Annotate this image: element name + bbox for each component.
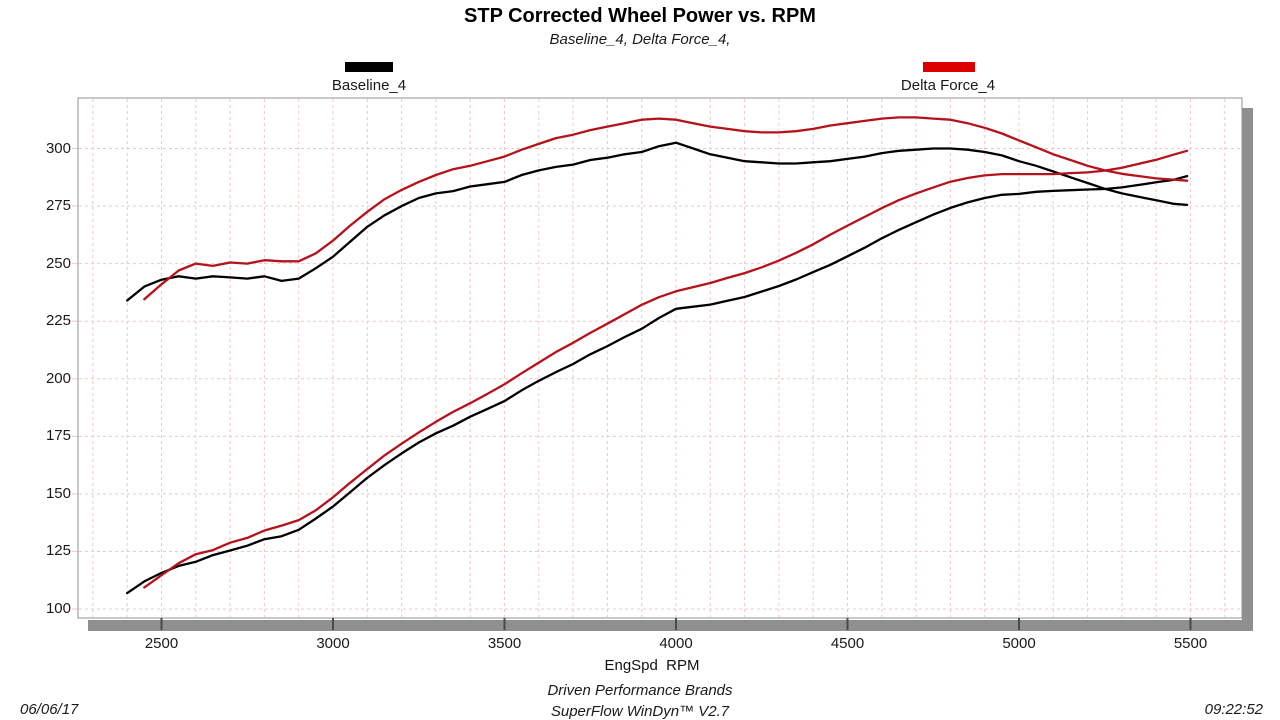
x-tick-label: 3000 <box>316 635 350 652</box>
x-tick-label: 3500 <box>487 635 522 652</box>
curve-delta-force-4-torque <box>143 116 1189 301</box>
legend-swatch-delta-force <box>923 62 975 72</box>
plot-border <box>77 97 1243 619</box>
curve-delta-force-4-power <box>143 149 1189 589</box>
legend-swatch-baseline <box>345 62 393 72</box>
y-tick-label: 150 <box>45 484 71 502</box>
x-tick-label: 2500 <box>144 635 179 652</box>
y-tick-label: 200 <box>45 369 71 387</box>
footer-time: 09:22:52 <box>1204 701 1263 718</box>
curve-baseline-4-power <box>126 174 1189 595</box>
y-tick-label: 250 <box>45 254 71 272</box>
x-tick-label: 5000 <box>1002 635 1036 652</box>
y-tick-label: 275 <box>45 197 71 215</box>
legend-label-baseline: Baseline_4 <box>331 77 407 94</box>
footer-date: 06/06/17 <box>20 701 79 718</box>
plot-background <box>78 98 1242 618</box>
y-tick-label: 125 <box>45 542 71 560</box>
y-tick-label: 225 <box>45 312 71 330</box>
curve-baseline-4-torque <box>126 141 1189 302</box>
chart-subtitle: Baseline_4, Delta Force_4, <box>549 31 731 48</box>
chart-title: STP Corrected Wheel Power vs. RPM <box>464 5 816 27</box>
legend-label-delta-force: Delta Force_4 <box>900 77 996 94</box>
x-axis-title: EngSpd RPM <box>604 657 700 674</box>
y-tick-label: 175 <box>45 427 71 445</box>
footer-brand-text: Driven Performance Brands <box>547 682 733 699</box>
footer-software-text: SuperFlow WinDyn™ V2.7 <box>550 703 730 720</box>
x-tick-label: 5500 <box>1173 635 1208 652</box>
plot-shadow-right <box>1242 108 1253 631</box>
x-tick-label: 4000 <box>659 635 693 652</box>
y-tick-label: 300 <box>45 139 71 157</box>
x-tick-label: 4500 <box>830 635 865 652</box>
y-tick-label: 100 <box>45 600 71 617</box>
plot-shadow-bottom <box>88 620 1252 631</box>
